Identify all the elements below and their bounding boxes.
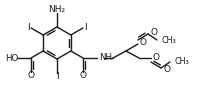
Text: CH₃: CH₃	[175, 57, 189, 66]
Text: O: O	[80, 71, 86, 80]
Text: O: O	[140, 37, 147, 46]
Text: NH: NH	[99, 53, 112, 62]
Text: O: O	[28, 71, 34, 80]
Text: O: O	[164, 65, 170, 74]
Text: I: I	[85, 23, 87, 32]
Text: I: I	[56, 72, 58, 81]
Text: HO: HO	[5, 53, 19, 62]
Text: NH₂: NH₂	[48, 5, 66, 14]
Text: O: O	[151, 28, 158, 36]
Text: I: I	[27, 23, 29, 32]
Text: O: O	[153, 53, 160, 62]
Text: CH₃: CH₃	[162, 36, 176, 44]
